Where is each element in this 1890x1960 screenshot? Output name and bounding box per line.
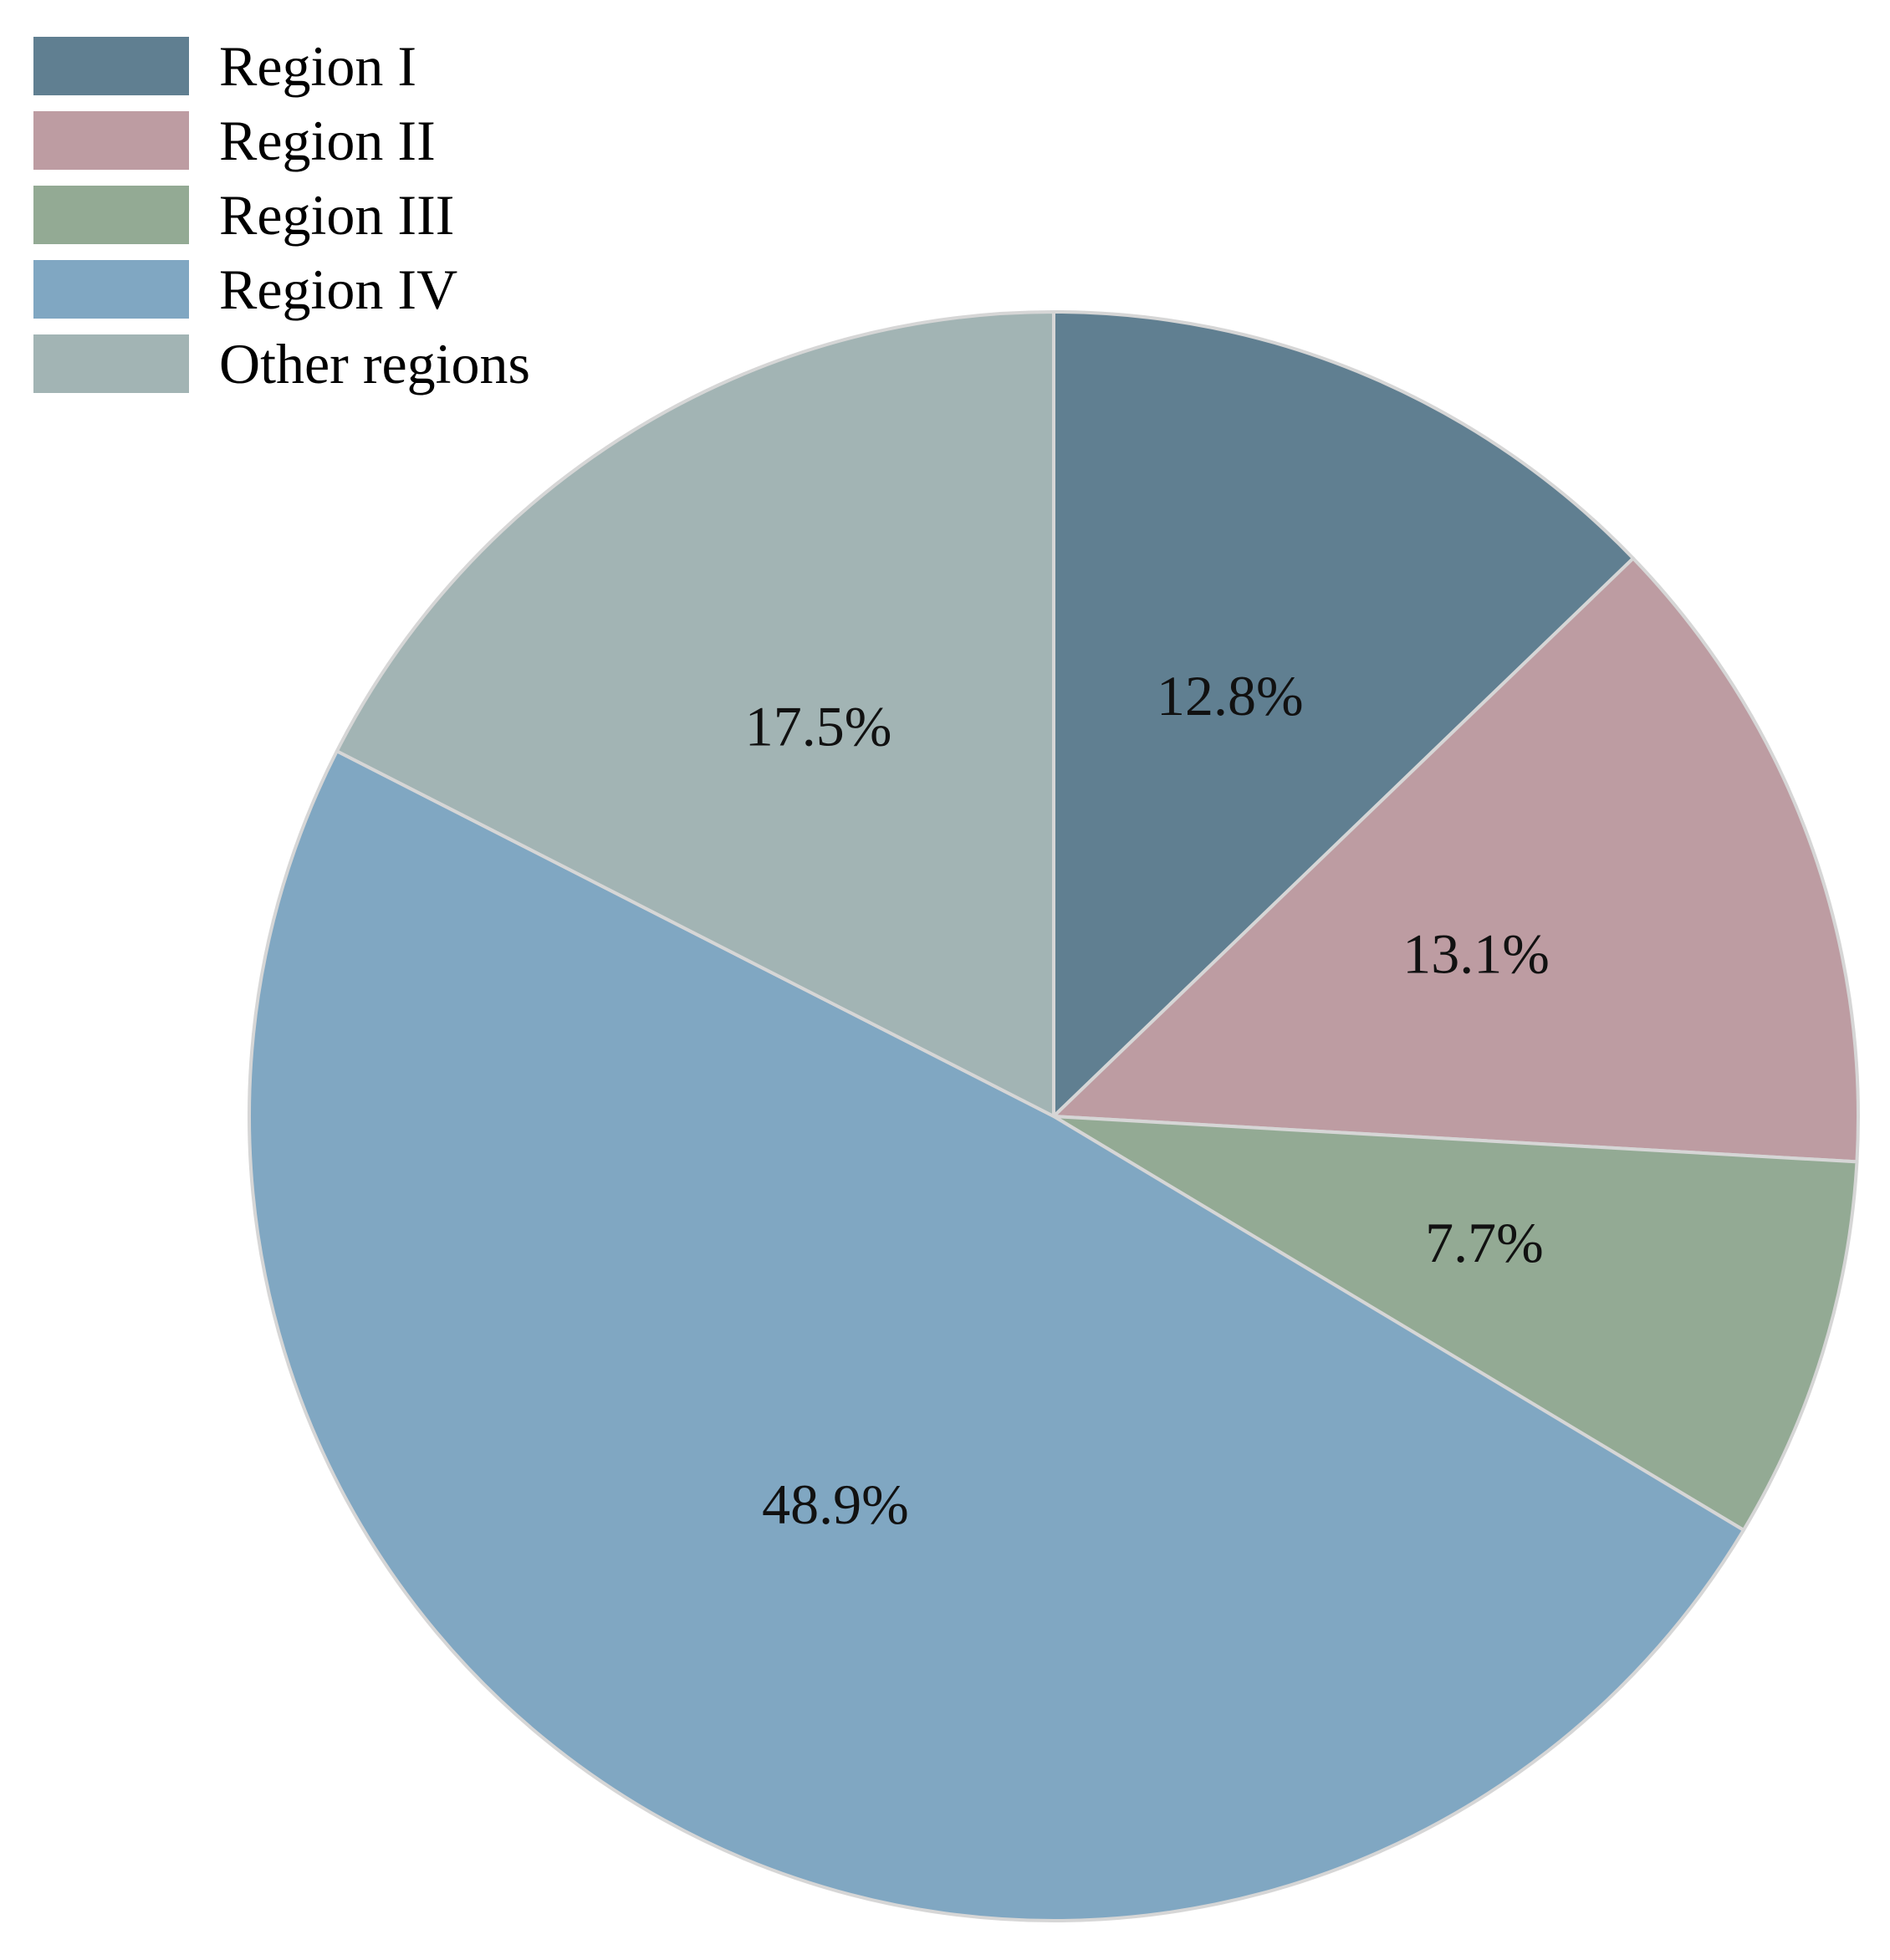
legend-label: Region III (219, 182, 455, 247)
pie-data-label: 48.9% (762, 1473, 909, 1536)
pie-slice-region-iii (1052, 1115, 1859, 1532)
pie-data-label: 12.8% (1157, 664, 1304, 727)
legend-item-region-iii: Region III (33, 177, 530, 252)
legend-item-other-regions: Other regions (33, 326, 530, 401)
legend-label: Region IV (219, 257, 458, 321)
chart-legend: Region I Region II Region III Region IV … (33, 28, 530, 401)
legend-label: Other regions (219, 331, 531, 396)
pie-data-label: 7.7% (1425, 1211, 1544, 1274)
legend-label: Region I (219, 33, 417, 98)
pie-data-label: 17.5% (745, 694, 892, 758)
pie-slice-other-regions (335, 310, 1055, 1118)
pie-data-labels: 12.8% 13.1% 7.7% 48.9% 17.5% (745, 664, 1550, 1536)
legend-item-region-ii: Region II (33, 103, 530, 177)
legend-label: Region II (219, 108, 436, 172)
legend-item-region-i: Region I (33, 28, 530, 103)
pie-slices (248, 310, 1860, 1922)
legend-item-region-iv: Region IV (33, 252, 530, 326)
legend-swatch (33, 110, 189, 170)
pie-slice-region-i (1052, 310, 1635, 1118)
pie-slice-region-iv (248, 749, 1745, 1922)
legend-swatch (33, 36, 189, 95)
pie-data-label: 13.1% (1402, 921, 1550, 985)
legend-swatch (33, 185, 189, 244)
pie-slice-region-ii (1052, 556, 1860, 1164)
legend-swatch (33, 259, 189, 319)
legend-swatch (33, 334, 189, 393)
